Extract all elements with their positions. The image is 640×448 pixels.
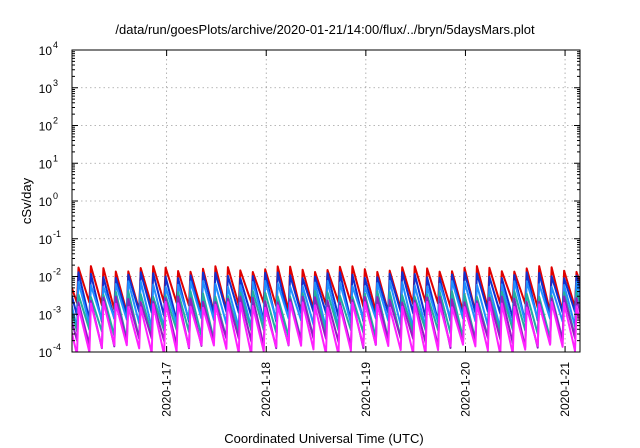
data-series: [72, 265, 580, 352]
x-tick-labels: 2020-1-17 2020-1-18 2020-1-19 2020-1-20 2020…: [160, 362, 572, 417]
chart-title: /data/run/goesPlots/archive/2020-01-21/1…: [115, 22, 535, 37]
y-tick-exponent: 0: [53, 191, 58, 201]
x-tick-label: 2020-1-21: [558, 362, 572, 417]
y-tick-label: 10: [39, 346, 53, 360]
y-tick-label: 10: [39, 233, 53, 247]
x-tick-label: 2020-1-17: [160, 362, 174, 417]
y-tick-label: 10: [39, 195, 53, 209]
y-tick-exponent: 1: [53, 153, 58, 163]
y-tick-label: 10: [39, 308, 53, 322]
y-tick-exponent: 4: [53, 40, 58, 50]
y-tick-label: 10: [39, 271, 53, 285]
x-axis-label: Coordinated Universal Time (UTC): [224, 431, 423, 446]
y-tick-exponent: 3: [53, 78, 58, 88]
series-line: [72, 300, 580, 352]
y-tick-label: 10: [39, 157, 53, 171]
y-tick-exponent: -2: [53, 267, 61, 277]
x-tick-label: 2020-1-19: [359, 362, 373, 417]
y-tick-label: 10: [39, 82, 53, 96]
y-tick-label: 10: [39, 120, 53, 134]
y-axis-label: cSv/day: [19, 177, 34, 224]
axis-ticks: [72, 49, 580, 353]
x-tick-label: 2020-1-20: [458, 362, 472, 417]
y-tick-exponent: 2: [53, 116, 58, 126]
y-tick-exponent: -3: [53, 304, 61, 314]
y-tick-exponent: -1: [53, 229, 61, 239]
y-tick-exponent: -4: [53, 342, 61, 352]
x-tick-label: 2020-1-18: [259, 362, 273, 417]
y-tick-label: 10: [39, 44, 53, 58]
